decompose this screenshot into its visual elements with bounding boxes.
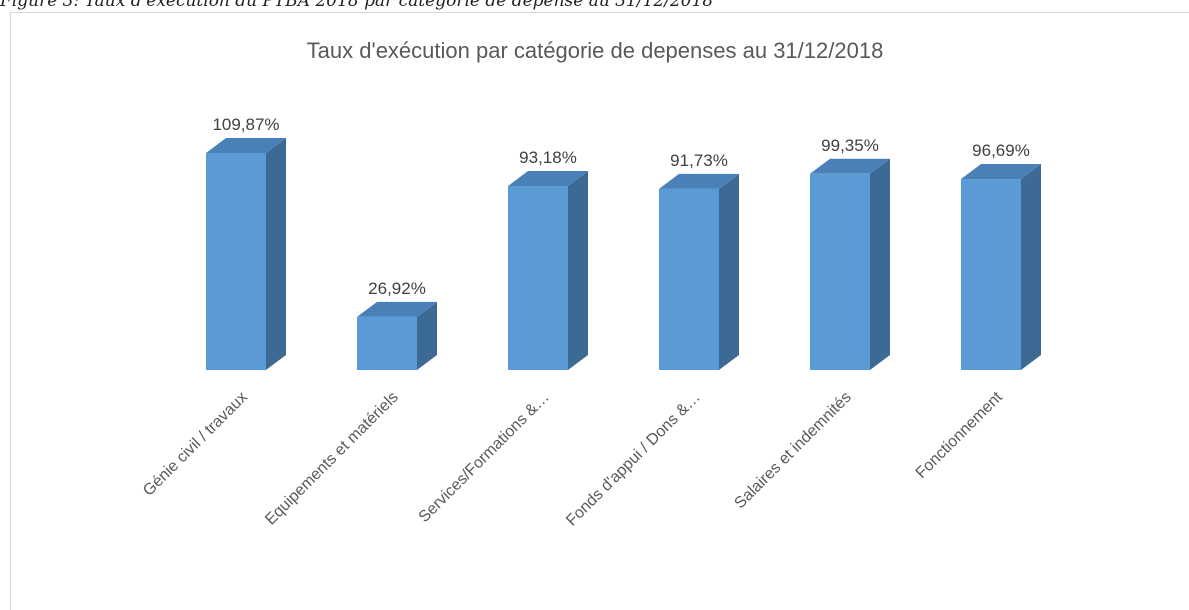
figure-caption: Figure 3: Taux d'exécution du PTBA 2018 … [0, 0, 713, 11]
bar-side [719, 173, 739, 370]
chart-title: Taux d'exécution par catégorie de depens… [307, 38, 884, 63]
bar-top [357, 301, 437, 317]
data-label: 26,92% [368, 279, 426, 298]
data-label: 93,18% [519, 148, 577, 167]
bar [810, 173, 870, 370]
x-tick-label: Services/Formations &… [416, 389, 553, 526]
bar [357, 316, 417, 370]
bar [961, 179, 1021, 370]
bar [206, 153, 266, 370]
bar-side [568, 170, 588, 370]
bar-top [206, 138, 286, 154]
bar-side [266, 138, 286, 370]
bar [508, 185, 568, 370]
data-label: 109,87% [212, 115, 279, 134]
bar-side [870, 158, 890, 370]
bar-top [659, 173, 739, 189]
bar-side [417, 301, 437, 370]
x-tick-label: Equipements et matériels [262, 389, 402, 529]
bar-top [810, 158, 890, 174]
x-tick-label: Génie civil / travaux [140, 389, 251, 500]
bar-top [508, 170, 588, 186]
data-label: 96,69% [972, 141, 1030, 160]
bar-top [961, 164, 1041, 180]
bar [659, 188, 719, 370]
data-label: 91,73% [670, 151, 728, 170]
x-tick-label: Fonctionnement [913, 388, 1007, 482]
bar-side [1021, 164, 1041, 370]
chart-border [10, 12, 1189, 610]
data-label: 99,35% [821, 136, 879, 155]
x-tick-label: Fonds d'appui / Dons &… [563, 389, 704, 530]
x-tick-label: Salaires et indemnités [731, 389, 854, 512]
